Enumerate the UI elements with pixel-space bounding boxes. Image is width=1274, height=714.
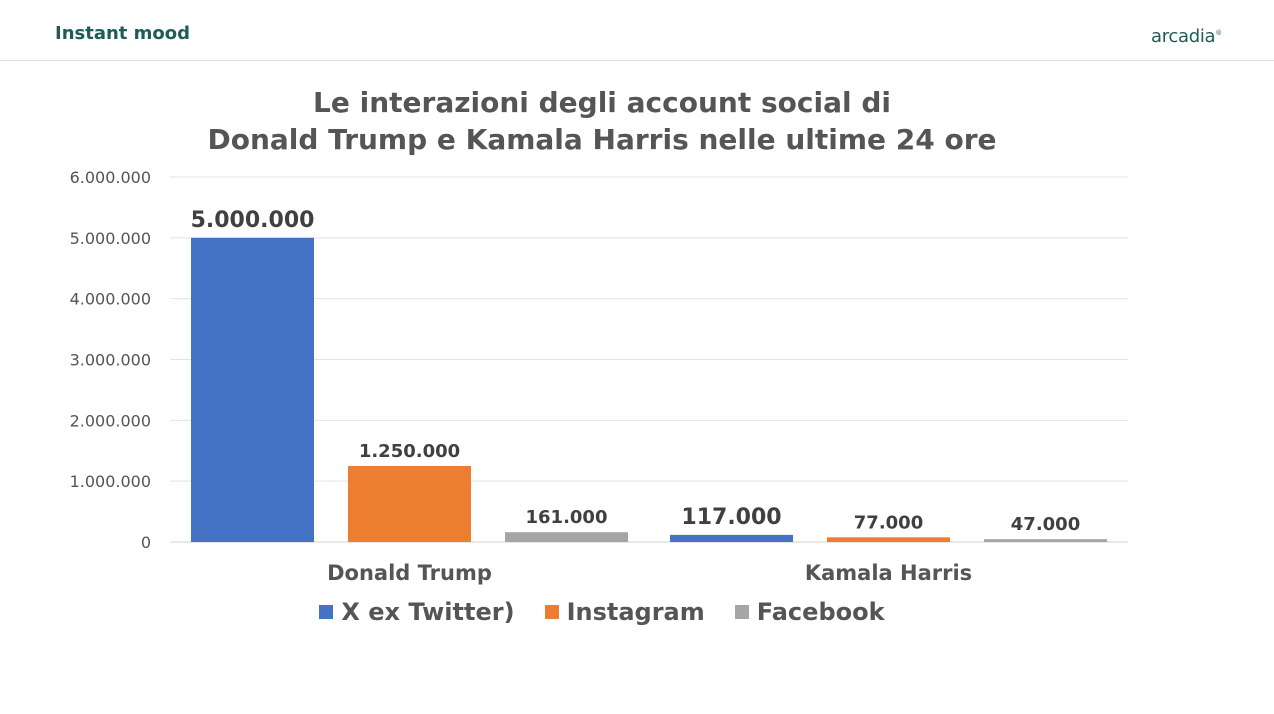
chart-title-line-1: Le interazioni degli account social di (313, 86, 891, 119)
brand-logo-text: arcadia (1150, 26, 1216, 47)
x-tick-label: Kamala Harris (805, 561, 972, 585)
legend-swatch-instagram (544, 605, 559, 619)
legend-item-x: X ex Twitter) (319, 598, 515, 626)
data-label: 1.250.000 (359, 441, 460, 462)
bar (505, 532, 628, 542)
legend-label-x: X ex Twitter) (341, 598, 515, 626)
data-label: 117.000 (681, 505, 781, 530)
y-tick-label: 5.000.000 (70, 229, 151, 248)
bar (670, 534, 793, 542)
chart-title-line-2: Donald Trump e Kamala Harris nelle ultim… (207, 123, 997, 156)
legend-swatch-x (319, 605, 334, 619)
bar (348, 465, 471, 542)
data-label: 47.000 (1011, 514, 1080, 535)
brand-logo: arcadia® (1151, 26, 1222, 47)
legend-label-instagram: Instagram (566, 598, 705, 626)
y-tick-label: 3.000.000 (70, 351, 151, 370)
legend-label-facebook: Facebook (756, 598, 885, 626)
x-tick-label: Donald Trump (327, 561, 492, 585)
y-tick-label: 0 (141, 533, 151, 552)
bar (984, 539, 1107, 542)
chart-legend: X ex Twitter) Instagram Facebook (0, 598, 1204, 626)
y-tick-label: 4.000.000 (70, 290, 151, 309)
y-tick-label: 2.000.000 (70, 411, 151, 430)
y-tick-label: 6.000.000 (70, 168, 151, 187)
page-title: Instant mood (55, 23, 191, 44)
legend-swatch-facebook (734, 605, 749, 619)
chart-title: Le interazioni degli account social di D… (0, 84, 1204, 158)
data-label: 77.000 (854, 512, 923, 533)
bar (191, 237, 314, 543)
header-divider (0, 60, 1274, 61)
data-label: 161.000 (526, 507, 608, 528)
legend-item-instagram: Instagram (544, 598, 705, 626)
data-label: 5.000.000 (191, 208, 315, 233)
bar (827, 537, 950, 542)
legend-item-facebook: Facebook (734, 598, 885, 626)
brand-logo-mark: ® (1215, 29, 1222, 37)
y-tick-label: 1.000.000 (70, 472, 151, 491)
